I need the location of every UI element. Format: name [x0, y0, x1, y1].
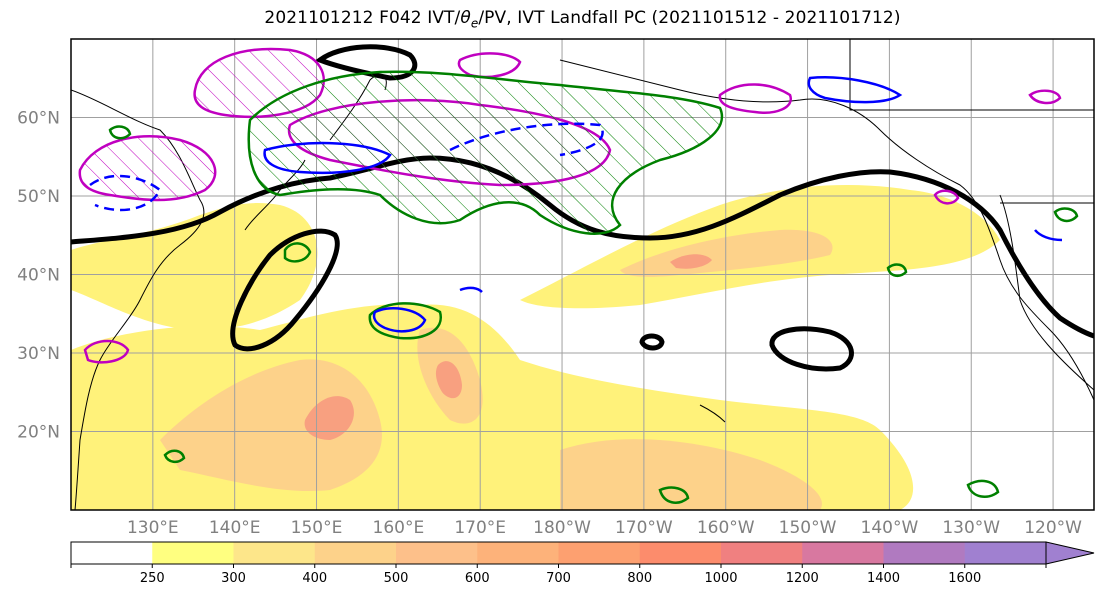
colorbar-label-7: 1000 — [704, 571, 737, 586]
colorbar-extend-arrow — [1045, 541, 1095, 565]
ivt-region-inner-east — [560, 439, 822, 510]
pv-region-small-2 — [658, 486, 690, 504]
longitude-labels: 130°E 140°E 150°E 160°E 170°E 180°W 170°W 160°W… — [127, 518, 1082, 538]
jet-contour-north-loop — [314, 44, 418, 81]
lon-tick-label-2: 150°E — [291, 518, 343, 538]
theta-contours — [89, 76, 1063, 333]
lat-tick-label-2: 40°N — [17, 266, 60, 286]
lat-tick-label-4: 20°N — [17, 423, 60, 443]
landfall-region-coast — [933, 189, 960, 205]
pv-contours — [108, 70, 1079, 504]
map-frame — [70, 38, 1095, 511]
pv-region-small-4 — [886, 263, 908, 277]
colorbar-segment-10 — [883, 542, 966, 564]
lon-tick-label-7: 160°W — [697, 518, 755, 538]
colorbar-label-5: 700 — [546, 571, 571, 586]
colorbar-segment-6 — [558, 542, 641, 564]
lat-tick-label-0: 60°N — [17, 109, 60, 129]
pv-region-midlatitude — [368, 302, 443, 340]
pv-region-small-6 — [108, 125, 132, 140]
jet-contour-east-loop — [769, 326, 854, 372]
colorbar-segment-7 — [639, 542, 722, 564]
pv-region-small-5 — [1053, 207, 1079, 223]
map-title: 2021101212 F042 IVT/θe/PV, IVT Landfall … — [0, 8, 1105, 30]
colorbar-label-6: 800 — [627, 571, 652, 586]
lon-tick-label-1: 140°E — [209, 518, 261, 538]
colorbar-segment-1 — [152, 542, 234, 564]
colorbar-segment-8 — [721, 542, 803, 564]
title-suffix: /PV, IVT Landfall PC (2021101512 - 20211… — [478, 8, 901, 28]
colorbar-segment-4 — [396, 542, 478, 564]
colorbar: 250 300 400 500 600 700 800 1000 1200 1400 1600 — [70, 541, 1095, 586]
theta-contour-alaska — [807, 76, 903, 104]
lon-tick-label-3: 160°E — [373, 518, 425, 538]
landfall-region-sw — [83, 339, 130, 364]
lon-tick-label-11: 120°W — [1024, 518, 1082, 538]
colorbar-segment-3 — [314, 542, 397, 564]
ivt-region-core-north — [670, 254, 712, 269]
colorbar-label-9: 1400 — [867, 571, 900, 586]
coastline-alaska — [559, 59, 1094, 401]
latitude-labels: 60°N 50°N 40°N 30°N 20°N — [17, 109, 60, 443]
theta-contour-north-2 — [449, 122, 604, 157]
lon-tick-label-9: 140°W — [861, 518, 919, 538]
colorbar-segment-5 — [477, 542, 559, 564]
title-prefix: 2021101212 F042 IVT/ — [264, 8, 461, 28]
coastline-west-coast — [999, 194, 1094, 391]
border-canada — [849, 39, 1094, 111]
ivt-region-core-central — [435, 361, 462, 399]
colorbar-segment-11 — [964, 542, 1047, 564]
lat-tick-label-1: 50°N — [17, 187, 60, 207]
coastline-asia — [71, 89, 205, 510]
pv-region-small-3 — [966, 479, 1000, 498]
lon-tick-label-0: 130°E — [127, 518, 179, 538]
colorbar-label-3: 500 — [384, 571, 409, 586]
landfall-region-far-east — [1028, 89, 1062, 105]
colorbar-label-8: 1200 — [786, 571, 819, 586]
colorbar-segment-0 — [71, 542, 153, 564]
landfall-region-bering — [457, 52, 522, 79]
lon-tick-label-4: 170°E — [454, 518, 506, 538]
colorbar-label-2: 400 — [302, 571, 327, 586]
colorbar-label-10: 1600 — [948, 571, 981, 586]
theta-contour-mid — [372, 307, 427, 333]
landfall-region-west — [78, 135, 217, 202]
colorbar-segment-9 — [802, 542, 884, 564]
title-theta-sub: e — [470, 16, 479, 31]
pv-region-north — [247, 70, 724, 235]
jet-contour-west-loop — [230, 228, 340, 352]
coastline-hawaii — [699, 404, 726, 423]
lon-tick-label-8: 150°W — [779, 518, 837, 538]
landfall-region-alaska — [718, 83, 792, 114]
lon-tick-label-10: 130°W — [942, 518, 1000, 538]
theta-contour-coast — [1034, 229, 1063, 242]
colorbar-label-1: 300 — [221, 571, 246, 586]
lon-tick-label-6: 170°W — [615, 518, 673, 538]
title-theta: θ — [460, 8, 471, 28]
coastlines — [71, 39, 1094, 510]
theta-contour-small — [459, 286, 483, 293]
ivt-region-west-pacific — [71, 203, 318, 330]
colorbar-segment-2 — [233, 542, 316, 564]
jet-contour-small-loop — [639, 333, 665, 351]
theta-contour-west — [89, 174, 162, 212]
colorbar-label-0: 250 — [140, 571, 165, 586]
colorbar-label-4: 600 — [465, 571, 490, 586]
pv-region-japan — [283, 242, 312, 263]
pv-region-small-1 — [163, 449, 186, 464]
lat-tick-label-3: 30°N — [17, 344, 60, 364]
theta-contour-north-1 — [263, 141, 392, 175]
ivt-shading — [71, 185, 1000, 510]
lon-tick-label-5: 180°W — [533, 518, 591, 538]
ivt-region-inner-west — [160, 359, 382, 491]
